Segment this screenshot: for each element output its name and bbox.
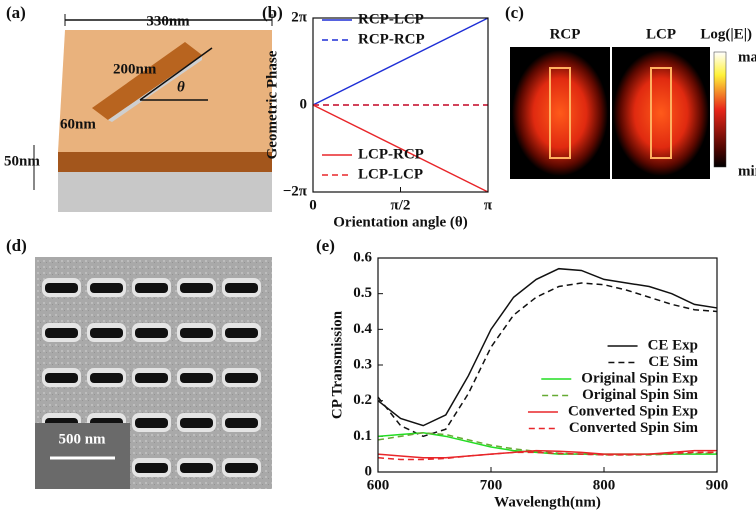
y-tick-label: 0.6 xyxy=(353,249,372,265)
length-label: 200nm xyxy=(113,61,157,77)
series-line xyxy=(377,267,718,427)
legend-label: CE Exp xyxy=(648,337,698,353)
slot-width-label: 60nm xyxy=(60,116,96,132)
slot xyxy=(135,463,168,473)
slot-array xyxy=(42,278,261,477)
slot xyxy=(135,373,168,383)
slot xyxy=(45,373,78,383)
legend-label: Converted Spin Sim xyxy=(569,420,699,436)
legend-label: RCP-LCP xyxy=(358,11,424,27)
panel-label: (e) xyxy=(316,236,335,255)
panel-label: (b) xyxy=(262,3,283,22)
slot xyxy=(135,418,168,428)
slot xyxy=(45,328,78,338)
x-tick-label: 900 xyxy=(706,477,729,493)
x-tick-label: 600 xyxy=(367,477,390,493)
transmission-chart: 0 0.1 0.2 0.3 0.4 0.5 0.6 600 700 800 900 Wavelengt… xyxy=(329,249,728,510)
x-tick-label: 800 xyxy=(593,477,616,493)
y-tick-label: 0.2 xyxy=(353,392,372,408)
thickness-label: 50nm xyxy=(4,153,40,169)
y-tick-label: 0.5 xyxy=(353,285,372,301)
width-label: 330nm xyxy=(146,13,190,29)
slot xyxy=(225,373,258,383)
plot-frame xyxy=(377,257,718,473)
legend-label: LCP-RCP xyxy=(358,146,424,162)
y-tick-label: 0 xyxy=(365,463,373,479)
slot xyxy=(225,418,258,428)
x-axis-label: Wavelength(nm) xyxy=(494,494,601,510)
series-line xyxy=(312,17,489,106)
y-axis-label: Geometric Phase xyxy=(264,50,280,159)
slot xyxy=(135,283,168,293)
field-maps xyxy=(510,47,727,179)
y-tick-label: 0 xyxy=(300,96,308,112)
scale-box xyxy=(35,423,130,489)
slot xyxy=(180,463,213,473)
slot xyxy=(90,373,123,383)
panel-label: (c) xyxy=(505,3,524,22)
slot xyxy=(225,283,258,293)
metasurface-unit xyxy=(33,14,273,212)
legend-label: Original Spin Exp xyxy=(581,370,698,386)
slot xyxy=(225,463,258,473)
x-tick-label: 700 xyxy=(480,477,503,493)
series-line xyxy=(377,282,718,438)
x-tick-label: 0 xyxy=(309,197,317,213)
series-line xyxy=(377,451,717,461)
legend-label: Converted Spin Exp xyxy=(568,403,698,419)
slot xyxy=(180,328,213,338)
slot xyxy=(180,283,213,293)
legend-label: CE Sim xyxy=(648,354,698,370)
x-tick-label: π xyxy=(484,197,493,213)
y-tick-label: 0.4 xyxy=(353,321,372,337)
y-axis-label: CP Transmission xyxy=(329,310,345,419)
y-tick-label: 0.1 xyxy=(353,428,372,444)
panel-label: (d) xyxy=(6,236,27,255)
legend-label: RCP-RCP xyxy=(358,31,425,47)
slot xyxy=(90,283,123,293)
slot xyxy=(225,328,258,338)
y-tick-label: −2π xyxy=(283,183,308,199)
y-tick-label: 0.3 xyxy=(353,356,372,372)
angle-label: θ xyxy=(177,79,185,95)
colorbar-title: Log(|E|) xyxy=(700,26,752,42)
plot-frame xyxy=(312,17,489,193)
slot xyxy=(180,418,213,428)
slot xyxy=(135,328,168,338)
x-axis-label: Orientation angle (θ) xyxy=(333,214,467,230)
panel-label: (a) xyxy=(6,3,26,22)
legend-label: LCP-LCP xyxy=(358,166,423,182)
slot xyxy=(45,283,78,293)
slot xyxy=(90,328,123,338)
slot xyxy=(180,373,213,383)
scale-label: 500 nm xyxy=(58,431,106,447)
x-tick-label: π/2 xyxy=(391,197,411,213)
colorbar-min: min xyxy=(738,163,756,179)
column-label: LCP xyxy=(646,26,676,42)
series-line xyxy=(312,104,489,193)
column-label: RCP xyxy=(550,26,581,42)
y-tick-label: 2π xyxy=(291,9,308,25)
colorbar-max: max xyxy=(738,49,756,65)
legend-label: Original Spin Sim xyxy=(582,387,698,403)
